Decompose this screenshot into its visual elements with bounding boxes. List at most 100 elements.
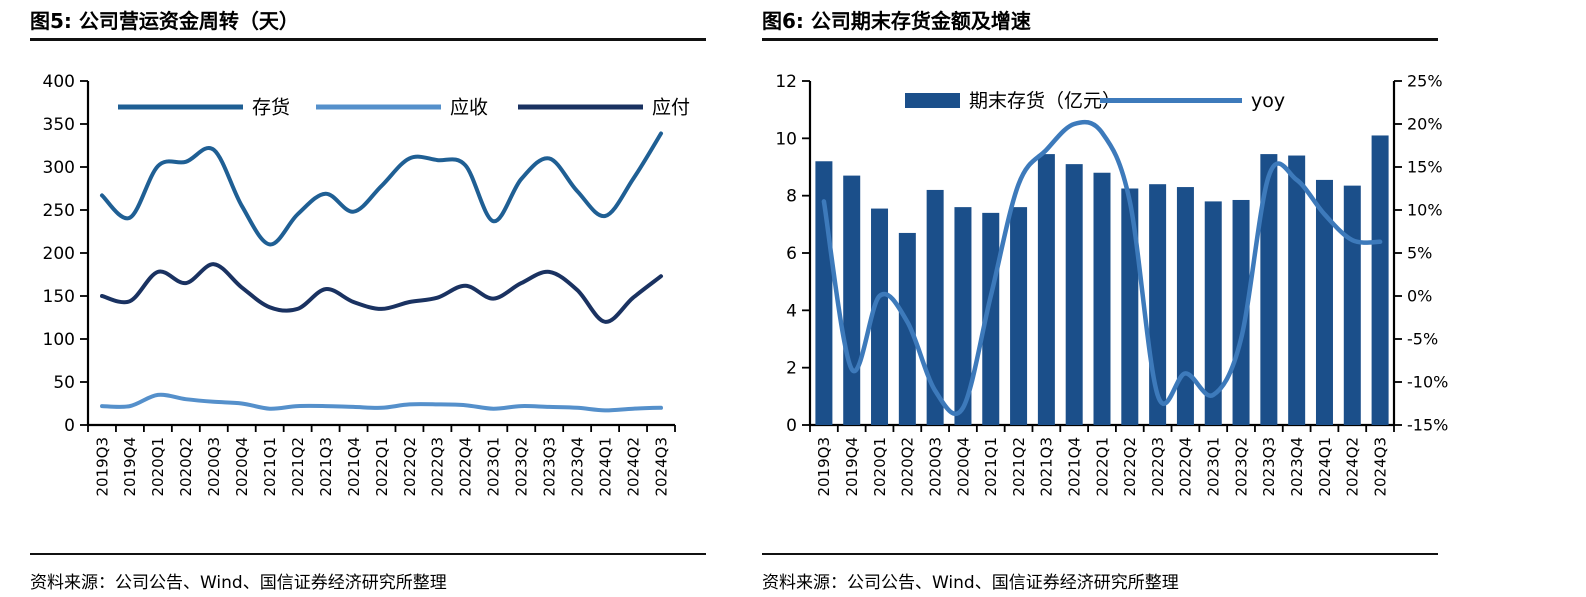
svg-text:10%: 10%: [1407, 201, 1443, 220]
svg-text:2020Q2: 2020Q2: [177, 437, 195, 497]
figure-5-title: 图5: 公司营运资金周转（天）: [30, 9, 299, 33]
svg-text:4: 4: [786, 301, 797, 321]
svg-text:15%: 15%: [1407, 158, 1443, 177]
inventory-bar: [871, 208, 889, 425]
svg-text:-5%: -5%: [1407, 330, 1438, 349]
svg-text:2022Q1: 2022Q1: [373, 437, 391, 497]
figure-5-title-rule: [30, 38, 706, 41]
inventory-bar: [982, 212, 1000, 425]
svg-text:2021Q2: 2021Q2: [1010, 437, 1028, 497]
svg-text:2019Q4: 2019Q4: [843, 437, 861, 497]
svg-text:0%: 0%: [1407, 287, 1432, 306]
svg-text:2022Q4: 2022Q4: [457, 437, 475, 497]
left-y-axis: 0 2 4 6 8 10 12: [775, 72, 810, 436]
inventory-bar: [1093, 172, 1111, 425]
svg-text:2022Q1: 2022Q1: [1093, 437, 1111, 497]
svg-text:应收: 应收: [450, 97, 488, 119]
working-capital-turnover-svg: 0 50 100 150 200 250 300 350 400 2019Q3 2019Q4 2020…: [43, 72, 690, 497]
inventory-bar: [1204, 201, 1222, 425]
receivables-line: [100, 392, 663, 413]
svg-text:yoy: yoy: [1251, 90, 1285, 112]
svg-text:6: 6: [786, 244, 797, 264]
svg-text:2021Q2: 2021Q2: [289, 437, 307, 497]
inventory-bar: [1037, 154, 1055, 425]
figure-6-source-block: 资料来源：公司公告、Wind、国信证券经济研究所整理: [762, 553, 1438, 593]
legend: 存货 应收 应付: [118, 97, 690, 119]
inventory-bar: [1010, 207, 1028, 425]
svg-text:存货: 存货: [252, 97, 290, 119]
svg-text:2019Q4: 2019Q4: [121, 437, 139, 497]
svg-text:100: 100: [43, 330, 75, 350]
svg-text:5%: 5%: [1407, 244, 1432, 263]
right-y-axis: -15% -10% -5% 0% 5% 10% 15% 20% 25%: [1394, 72, 1448, 435]
figure-6-title-rule: [762, 38, 1438, 41]
inventory-bars: [815, 135, 1389, 425]
inventory-bar: [1065, 164, 1083, 425]
svg-text:2020Q4: 2020Q4: [233, 437, 251, 497]
inventory-bar: [1232, 199, 1250, 425]
inventory-bar: [843, 175, 861, 425]
svg-text:2023Q1: 2023Q1: [485, 437, 503, 497]
x-axis-labels: 2019Q3 2019Q4 2020Q1 2020Q2 2020Q3 2020Q4 2021…: [93, 437, 670, 497]
svg-text:2019Q3: 2019Q3: [93, 437, 111, 497]
svg-text:12: 12: [775, 72, 797, 92]
figure-5-source-block: 资料来源：公司公告、Wind、国信证券经济研究所整理: [30, 553, 706, 593]
svg-text:2023Q4: 2023Q4: [568, 437, 586, 497]
svg-text:2022Q2: 2022Q2: [1121, 437, 1139, 497]
svg-text:350: 350: [43, 115, 75, 135]
inventory-bar: [898, 232, 916, 425]
inventory-bar: [1343, 185, 1361, 425]
payables-line: [100, 262, 663, 324]
svg-text:2020Q4: 2020Q4: [954, 437, 972, 497]
svg-text:2024Q2: 2024Q2: [1344, 437, 1362, 497]
svg-text:400: 400: [43, 72, 75, 92]
svg-text:2023Q3: 2023Q3: [540, 437, 558, 497]
svg-text:2021Q4: 2021Q4: [345, 437, 363, 497]
x-axis-ticks: [809, 425, 1395, 432]
svg-text:8: 8: [786, 187, 797, 207]
inventory-bar: [1260, 154, 1278, 425]
svg-text:期末存货（亿元）: 期末存货（亿元）: [969, 90, 1121, 112]
ending-inventory-svg: 0 2 4 6 8 10 12 -15% -10% -5% 0% 5% 10% 15% 20% 25% 2019…: [775, 72, 1448, 497]
inventory-bar: [1121, 188, 1139, 425]
svg-text:2020Q3: 2020Q3: [205, 437, 223, 497]
svg-text:2020Q1: 2020Q1: [149, 437, 167, 497]
svg-text:2020Q1: 2020Q1: [871, 437, 889, 497]
svg-text:300: 300: [43, 158, 75, 178]
svg-text:25%: 25%: [1407, 72, 1443, 91]
inventory-bar: [926, 189, 944, 425]
svg-text:-15%: -15%: [1407, 416, 1448, 435]
svg-text:150: 150: [43, 287, 75, 307]
svg-text:0: 0: [64, 416, 75, 436]
svg-text:50: 50: [53, 373, 75, 393]
svg-text:2020Q3: 2020Q3: [926, 437, 944, 497]
svg-text:2020Q2: 2020Q2: [899, 437, 917, 497]
svg-text:2023Q1: 2023Q1: [1204, 437, 1222, 497]
svg-text:应付: 应付: [652, 97, 690, 119]
svg-text:-10%: -10%: [1407, 373, 1448, 392]
ending-inventory-chart: 0 2 4 6 8 10 12 -15% -10% -5% 0% 5% 10% 15% 20% 25% 2019…: [762, 43, 1452, 513]
svg-text:2023Q4: 2023Q4: [1288, 437, 1306, 497]
figure-6-title: 图6: 公司期末存货金额及增速: [762, 9, 1031, 33]
working-capital-turnover-chart: 0 50 100 150 200 250 300 350 400 2019Q3 2019Q4 2020…: [30, 43, 720, 513]
figure-5-source-rule: [30, 553, 706, 555]
svg-text:2: 2: [786, 359, 797, 379]
svg-text:2022Q3: 2022Q3: [429, 437, 447, 497]
figure-6-source-rule: [762, 553, 1438, 555]
svg-text:2021Q4: 2021Q4: [1065, 437, 1083, 497]
svg-text:2022Q3: 2022Q3: [1149, 437, 1167, 497]
svg-text:2024Q2: 2024Q2: [624, 437, 642, 497]
inventory-bar: [1176, 187, 1194, 425]
x-axis-labels: 2019Q3 2019Q4 2020Q1 2020Q2 2020Q3 2020Q4 2021…: [815, 437, 1389, 497]
svg-text:2023Q2: 2023Q2: [513, 437, 531, 497]
legend-swatch-inventory-bars: [905, 93, 960, 108]
svg-text:2024Q3: 2024Q3: [652, 437, 670, 497]
inventory-line: [100, 131, 663, 247]
x-axis-ticks: [87, 425, 676, 432]
legend: 期末存货（亿元） yoy: [905, 90, 1285, 112]
svg-text:2022Q2: 2022Q2: [401, 437, 419, 497]
yoy-line: [821, 119, 1383, 416]
inventory-bar: [1288, 155, 1306, 425]
svg-text:10: 10: [775, 129, 797, 149]
svg-text:20%: 20%: [1407, 115, 1443, 134]
